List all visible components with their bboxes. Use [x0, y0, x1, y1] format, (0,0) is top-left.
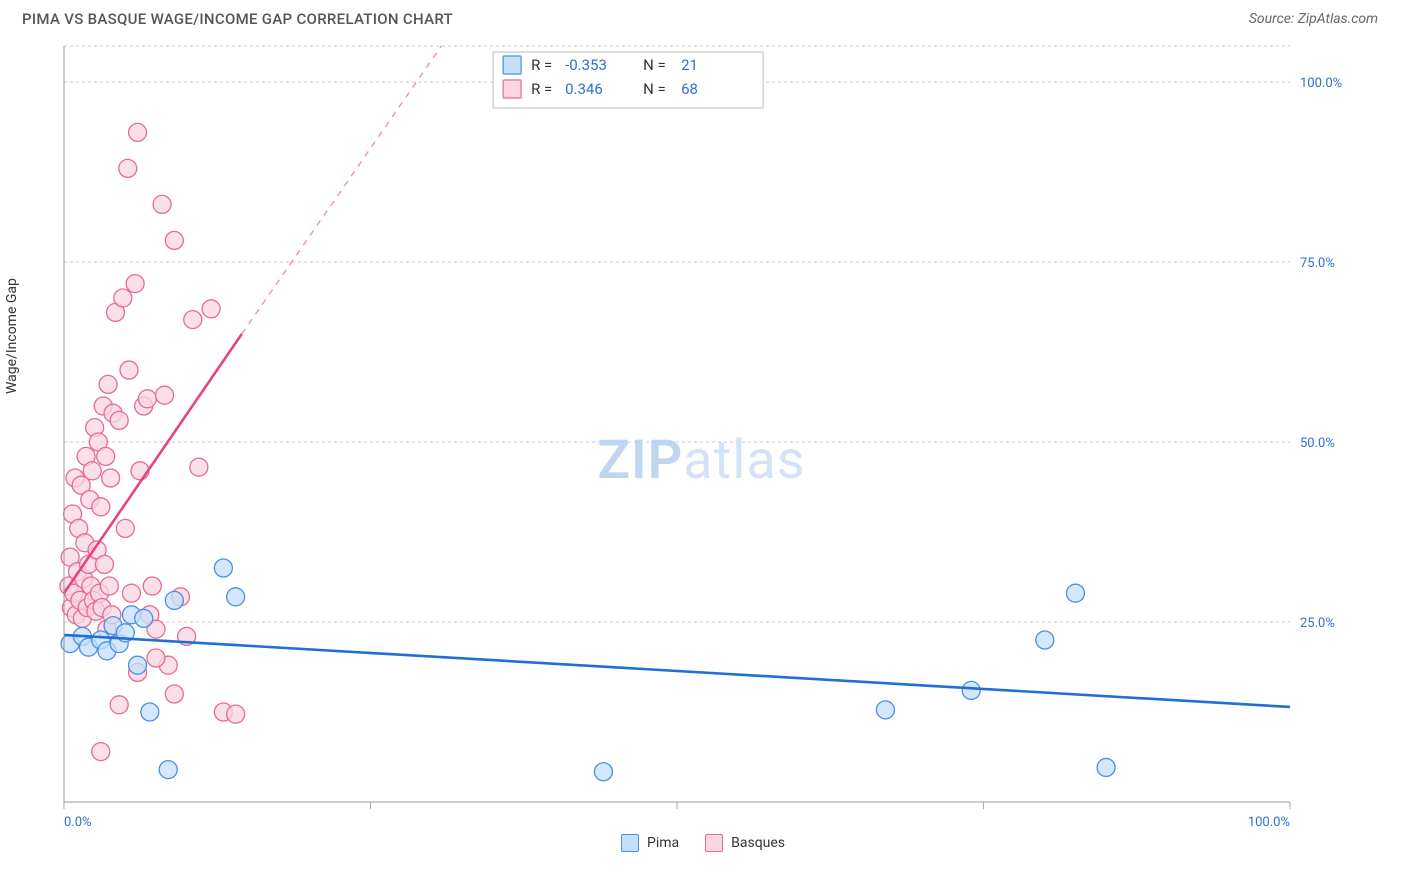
scatter-chart: ZIPatlas 0.0% 100.0% 25.0% 50.0% 75.0% 100.0% R… [20, 34, 1360, 854]
legend-item-pima: Pima [621, 834, 679, 852]
svg-text:R =: R = [531, 56, 552, 74]
chart-title: PIMA VS BASQUE WAGE/INCOME GAP CORRELATI… [22, 10, 453, 28]
y-axis-label: Wage/Income Gap [4, 278, 20, 394]
svg-text:N =: N = [643, 80, 666, 98]
svg-text:N =: N = [643, 56, 666, 74]
svg-text:75.0%: 75.0% [1300, 256, 1335, 271]
svg-text:50.0%: 50.0% [1300, 436, 1335, 451]
legend-label: Pima [647, 835, 679, 851]
svg-text:68: 68 [681, 80, 698, 98]
svg-text:-0.353: -0.353 [565, 56, 607, 74]
svg-text:R =: R = [531, 80, 552, 98]
svg-text:21: 21 [681, 56, 698, 74]
source-attribution: Source: ZipAtlas.com [1249, 11, 1378, 27]
svg-text:ZIPatlas: ZIPatlas [597, 429, 805, 492]
legend-item-basques: Basques [705, 834, 785, 852]
legend: Pima Basques [20, 834, 1386, 852]
legend-swatch-basques [705, 834, 723, 852]
legend-label: Basques [731, 835, 785, 851]
svg-text:100.0%: 100.0% [1300, 76, 1342, 91]
svg-text:0.346: 0.346 [565, 80, 603, 98]
svg-text:100.0%: 100.0% [1248, 815, 1290, 830]
svg-text:0.0%: 0.0% [64, 815, 92, 830]
legend-swatch-pima [621, 834, 639, 852]
svg-text:25.0%: 25.0% [1300, 616, 1335, 631]
